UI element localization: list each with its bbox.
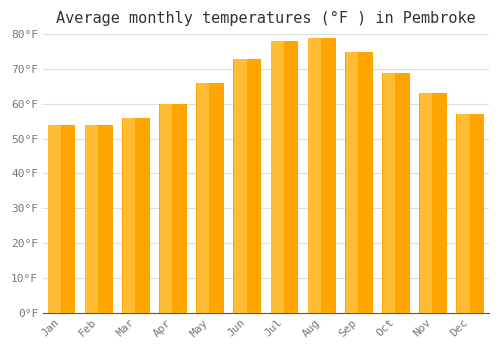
Bar bbox=[419, 93, 447, 313]
Bar bbox=[382, 72, 410, 313]
Bar bbox=[159, 104, 187, 313]
Bar bbox=[86, 125, 98, 313]
Bar bbox=[48, 125, 76, 313]
Bar bbox=[383, 72, 396, 313]
Bar bbox=[272, 41, 284, 313]
Bar bbox=[270, 41, 298, 313]
Bar bbox=[160, 104, 172, 313]
Bar bbox=[457, 114, 469, 313]
Bar bbox=[122, 118, 135, 313]
Title: Average monthly temperatures (°F ) in Pembroke: Average monthly temperatures (°F ) in Pe… bbox=[56, 11, 476, 26]
Bar bbox=[346, 52, 358, 313]
Bar bbox=[122, 118, 150, 313]
Bar bbox=[308, 38, 321, 313]
Bar bbox=[420, 93, 432, 313]
Bar bbox=[234, 58, 246, 313]
Bar bbox=[196, 83, 224, 313]
Bar bbox=[197, 83, 209, 313]
Bar bbox=[48, 125, 61, 313]
Bar bbox=[234, 58, 262, 313]
Bar bbox=[456, 114, 484, 313]
Bar bbox=[308, 38, 336, 313]
Bar bbox=[345, 52, 373, 313]
Bar bbox=[85, 125, 112, 313]
